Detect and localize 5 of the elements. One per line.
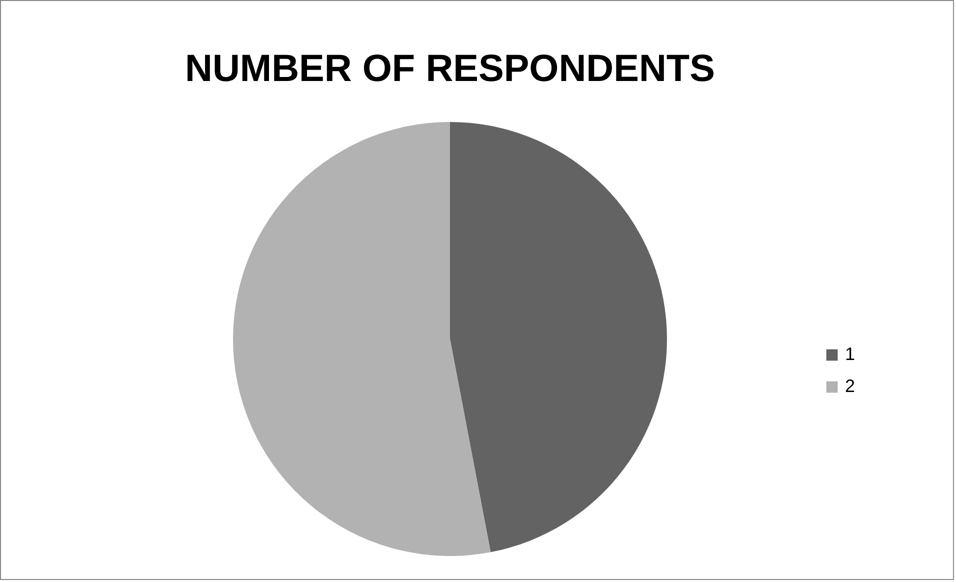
pie-slice [450, 122, 667, 552]
legend-label: 2 [845, 376, 856, 396]
legend-label: 1 [845, 344, 856, 364]
chart-title: NUMBER OF RESPONDENTS [185, 48, 715, 90]
pie-slice [233, 122, 491, 556]
